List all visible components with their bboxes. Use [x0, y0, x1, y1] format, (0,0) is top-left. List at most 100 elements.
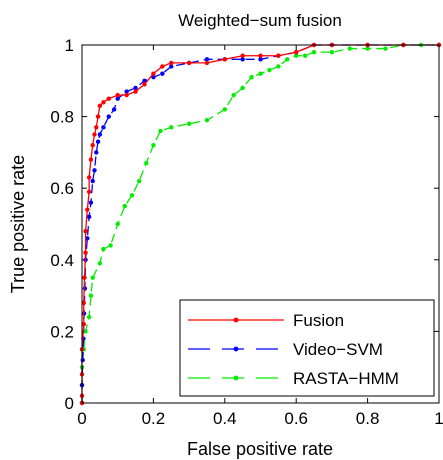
data-point: [144, 160, 149, 166]
data-point: [240, 85, 245, 91]
legend-entry: Video−SVM: [188, 340, 383, 359]
data-point: [94, 150, 99, 155]
series-fusion: [79, 42, 442, 406]
data-point: [80, 357, 85, 363]
data-point: [311, 49, 317, 55]
data-point: [115, 92, 120, 98]
data-point: [240, 53, 245, 58]
data-point: [294, 53, 299, 58]
y-tick-label: 0.6: [50, 179, 74, 198]
legend-entry: RASTA−HMM: [188, 369, 399, 388]
legend-marker: [233, 346, 239, 352]
data-point: [82, 275, 87, 280]
data-point: [90, 143, 95, 148]
y-tick-label: 1: [65, 36, 74, 55]
data-point: [204, 60, 210, 66]
data-point: [86, 314, 92, 320]
data-point: [85, 236, 90, 241]
data-point: [186, 60, 192, 66]
data-point: [129, 193, 135, 198]
data-point: [101, 100, 106, 105]
data-point: [258, 71, 263, 76]
chart-title: Weighted−sum fusion: [178, 11, 342, 30]
series-line: [81, 44, 439, 403]
data-point: [85, 207, 90, 212]
data-point: [169, 125, 174, 130]
data-point: [204, 57, 210, 62]
data-point: [97, 103, 103, 109]
data-point: [88, 157, 94, 162]
data-point: [383, 46, 388, 51]
data-point: [142, 78, 147, 84]
data-point: [124, 89, 129, 94]
data-point: [81, 300, 86, 305]
data-point: [90, 178, 95, 184]
data-point: [136, 178, 142, 184]
data-point: [86, 175, 92, 180]
data-point: [81, 322, 86, 327]
data-point: [101, 246, 106, 252]
x-tick-label: 0: [77, 409, 86, 428]
data-point: [97, 132, 103, 137]
data-point: [133, 85, 138, 91]
data-point: [151, 75, 156, 80]
data-point: [115, 221, 120, 227]
y-tick-label: 0: [65, 394, 74, 413]
data-point: [83, 250, 88, 255]
data-point: [258, 53, 263, 58]
data-point: [169, 60, 174, 66]
data-point: [160, 64, 165, 69]
legend-entries: Fusion Video−SVM RASTA−HMM: [188, 311, 399, 388]
data-point: [365, 46, 370, 51]
data-point: [186, 121, 192, 126]
data-point: [151, 143, 156, 148]
data-point: [86, 214, 92, 220]
data-point: [122, 203, 128, 209]
y-axis-label: True positive rate: [8, 155, 28, 293]
legend-entry: Fusion: [188, 311, 344, 330]
data-point: [347, 46, 352, 51]
data-point: [88, 293, 94, 298]
data-point: [276, 53, 281, 58]
y-tick-label: 0.8: [50, 108, 74, 127]
data-point: [222, 57, 227, 62]
x-tick-label: 0.8: [356, 409, 380, 428]
data-point: [83, 228, 88, 234]
legend-label: Video−SVM: [293, 340, 383, 359]
data-point: [160, 71, 165, 76]
data-point: [258, 57, 263, 62]
legend-marker: [233, 375, 239, 381]
data-point: [111, 107, 117, 112]
data-point: [133, 89, 138, 94]
data-point: [95, 139, 101, 144]
data-point: [106, 96, 111, 101]
legend-label: Fusion: [293, 311, 344, 330]
y-tick-label: 0.4: [50, 251, 74, 270]
data-point: [101, 125, 106, 130]
data-point: [92, 132, 97, 137]
x-axis-label: False positive rate: [187, 439, 333, 459]
x-tick-label: 0.6: [284, 409, 308, 428]
x-tick-label: 1: [434, 409, 443, 428]
data-point: [329, 49, 335, 55]
data-point: [124, 92, 129, 98]
data-point: [222, 107, 227, 112]
data-point: [302, 53, 308, 58]
data-point: [142, 82, 147, 87]
data-point: [249, 75, 254, 80]
x-tick-label: 0.2: [142, 409, 166, 428]
x-tick-label: 0.4: [213, 409, 237, 428]
legend-marker: [233, 317, 239, 323]
data-point: [95, 114, 101, 119]
data-point: [276, 64, 281, 69]
data-point: [151, 71, 156, 76]
data-point: [86, 189, 92, 194]
data-point: [92, 168, 97, 173]
y-tick-label: 0.2: [50, 322, 74, 341]
data-point: [294, 49, 299, 55]
data-point: [108, 243, 113, 248]
legend-label: RASTA−HMM: [293, 369, 399, 388]
series-layer: [79, 42, 442, 406]
data-point: [90, 275, 95, 280]
